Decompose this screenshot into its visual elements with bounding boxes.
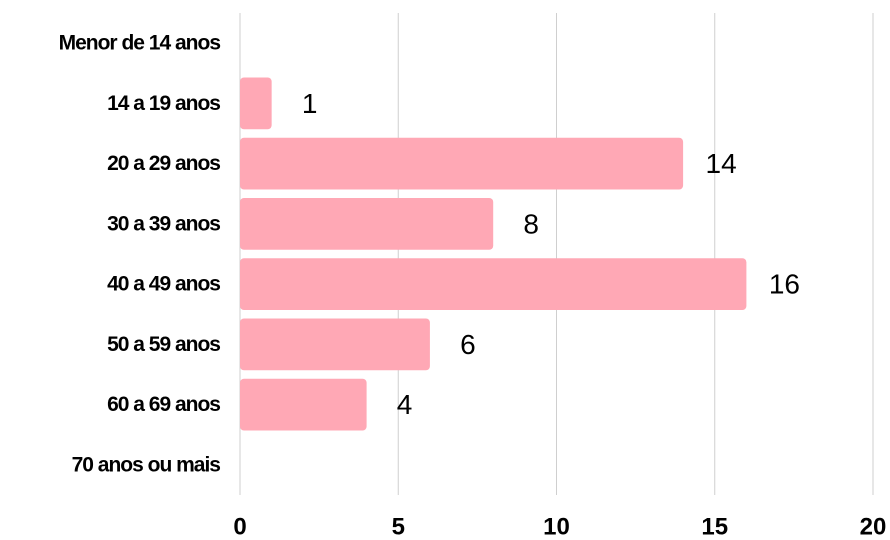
bar <box>240 378 367 431</box>
bar <box>240 77 272 130</box>
x-tick-label: 5 <box>392 513 405 540</box>
y-tick-label: 14 a 19 anos <box>107 92 220 115</box>
x-tick-label: 10 <box>543 513 570 540</box>
x-tick-label: 0 <box>233 513 246 540</box>
value-label: 1 <box>302 88 318 119</box>
bar <box>240 197 494 250</box>
y-tick-label: 70 anos ou mais <box>72 453 221 476</box>
value-label: 16 <box>769 269 800 300</box>
y-tick-label: Menor de 14 anos <box>59 32 221 55</box>
bar <box>240 137 684 190</box>
value-label: 6 <box>460 329 476 360</box>
x-tick-label: 15 <box>701 513 728 540</box>
y-tick-label: 60 a 69 anos <box>107 393 220 416</box>
value-label: 14 <box>706 148 737 179</box>
value-label: 4 <box>397 389 413 420</box>
x-tick-label: 20 <box>860 513 887 540</box>
y-tick-label: 20 a 29 anos <box>107 152 220 175</box>
bar <box>240 318 430 371</box>
value-label: 8 <box>523 208 539 239</box>
y-tick-label: 50 a 59 anos <box>107 333 220 356</box>
y-tick-label: 40 a 49 anos <box>107 273 220 296</box>
bar <box>240 258 747 311</box>
y-tick-label: 30 a 39 anos <box>107 212 220 235</box>
